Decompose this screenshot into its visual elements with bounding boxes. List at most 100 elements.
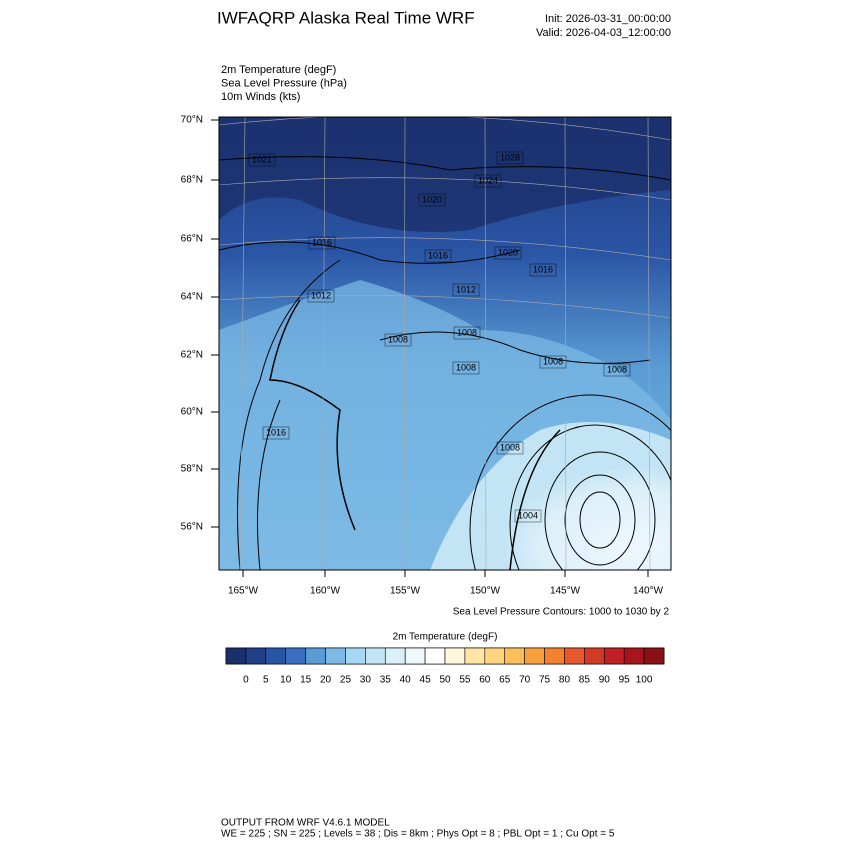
- colorbar-box: [265, 647, 287, 665]
- colorbar-title: 2m Temperature (degF): [393, 632, 498, 643]
- contour-label-box: [496, 151, 524, 165]
- colorbar-box: [404, 647, 426, 665]
- colorbar-tick-label: 25: [340, 675, 352, 686]
- colorbar-tick-label: 60: [479, 675, 491, 686]
- colorbar-box: [564, 647, 585, 665]
- contour-label: 1024: [478, 175, 498, 185]
- colorbar-tick-label: 35: [380, 675, 392, 686]
- contour-label-box: [494, 246, 522, 260]
- colorbar-box: [325, 647, 346, 665]
- init-time: Init: 2026-03-31_00:00:00: [545, 13, 671, 25]
- field-label: Sea Level Pressure (hPa): [221, 77, 347, 89]
- map-frame: [218, 116, 672, 571]
- colorbar-box: [544, 647, 565, 665]
- colorbar-tick-label: 90: [599, 675, 611, 686]
- footer-line: WE = 225 ; SN = 225 ; Levels = 38 ; Dis …: [221, 829, 615, 840]
- contour-label: 1020: [498, 247, 518, 257]
- map-field: [219, 117, 671, 570]
- contour-label-box: [248, 153, 276, 167]
- colorbar-box: [623, 647, 645, 665]
- colorbar-tick-label: 40: [400, 675, 412, 686]
- contour-label: 1016: [533, 264, 553, 274]
- colorbar-box: [384, 647, 406, 665]
- colorbar-tick-label: 10: [280, 675, 292, 686]
- contour-label-box: [539, 355, 567, 369]
- colorbar-tick-label: 70: [519, 675, 531, 686]
- contour-label-box: [453, 326, 481, 340]
- contour-label: 1016: [312, 237, 332, 247]
- contour-label-box: [308, 236, 336, 250]
- colorbar-box: [444, 647, 466, 665]
- contour-caption: Sea Level Pressure Contours: 1000 to 103…: [453, 607, 670, 618]
- contour-label-box: [262, 426, 290, 440]
- colorbar-box: [424, 647, 446, 665]
- contour-label: 1008: [457, 327, 477, 337]
- colorbar-tick-label: 100: [636, 675, 653, 686]
- colorbar-tick-label: 20: [320, 675, 332, 686]
- contour-label: 1016: [266, 427, 286, 437]
- lat-label: 58°N: [181, 464, 203, 475]
- field-label: 10m Winds (kts): [221, 91, 300, 103]
- contour-label: 1020: [422, 194, 442, 204]
- colorbar-box: [643, 647, 665, 665]
- contour-label: 1021: [252, 154, 272, 164]
- colorbar-tick-label: 50: [439, 675, 451, 686]
- contour-label: 1012: [456, 284, 476, 294]
- colorbar-box: [345, 647, 366, 665]
- contour-label: 1008: [388, 334, 408, 344]
- colorbar-tick-label: 5: [263, 675, 269, 686]
- colorbar-box: [524, 647, 545, 665]
- title: IWFAQRP Alaska Real Time WRF: [217, 8, 475, 27]
- contour-label-box: [418, 193, 446, 207]
- contour-label: 1016: [428, 250, 448, 260]
- contour-label-box: [452, 361, 480, 375]
- colorbar-tick-label: 30: [360, 675, 372, 686]
- colorbar-tick-label: 55: [459, 675, 471, 686]
- contour-label: 1008: [500, 442, 520, 452]
- contour-label-box: [307, 289, 335, 303]
- colorbar-tick-label: 80: [559, 675, 571, 686]
- lon-label: 160°W: [310, 586, 341, 597]
- lat-label: 68°N: [181, 175, 203, 186]
- lon-label: 155°W: [390, 586, 421, 597]
- lon-label: 150°W: [470, 586, 501, 597]
- contour-label: 1008: [543, 356, 563, 366]
- colorbar-box: [285, 647, 306, 665]
- colorbar-tick-label: 0: [243, 675, 249, 686]
- contour-label: 1004: [518, 510, 538, 520]
- colorbar-box: [225, 647, 247, 665]
- colorbar-tick-label: 45: [420, 675, 432, 686]
- colorbar-tick-label: 75: [539, 675, 551, 686]
- field-label: 2m Temperature (degF): [221, 64, 336, 76]
- contour-label-box: [529, 263, 557, 277]
- colorbar-tick-label: 95: [619, 675, 631, 686]
- lat-label: 66°N: [181, 234, 203, 245]
- colorbar-box: [484, 647, 506, 665]
- contour-label-box: [474, 174, 502, 188]
- lon-label: 165°W: [228, 586, 259, 597]
- lon-label: 140°W: [633, 586, 664, 597]
- contour-label-box: [496, 441, 524, 455]
- contour-label-box: [603, 363, 631, 377]
- colorbar-tick-label: 15: [300, 675, 312, 686]
- lat-label: 62°N: [181, 350, 203, 361]
- contour-label-box: [514, 509, 542, 523]
- lat-label: 56°N: [181, 522, 203, 533]
- lon-label: 145°W: [550, 586, 581, 597]
- contour-label: 1028: [500, 152, 520, 162]
- lat-label: 60°N: [181, 407, 203, 418]
- contour-label: 1008: [456, 362, 476, 372]
- contour-label-box: [424, 249, 452, 263]
- colorbar-tick-label: 85: [579, 675, 591, 686]
- contour-label-box: [452, 283, 480, 297]
- colorbar-box: [504, 647, 525, 665]
- lat-label: 70°N: [181, 115, 203, 126]
- footer-line: OUTPUT FROM WRF V4.6.1 MODEL: [221, 818, 390, 829]
- valid-time: Valid: 2026-04-03_12:00:00: [536, 27, 671, 39]
- colorbar-tick-label: 65: [499, 675, 511, 686]
- colorbar-box: [584, 647, 605, 665]
- colorbar-box: [245, 647, 267, 665]
- contour-label-box: [384, 333, 412, 347]
- colorbar-box: [305, 647, 326, 665]
